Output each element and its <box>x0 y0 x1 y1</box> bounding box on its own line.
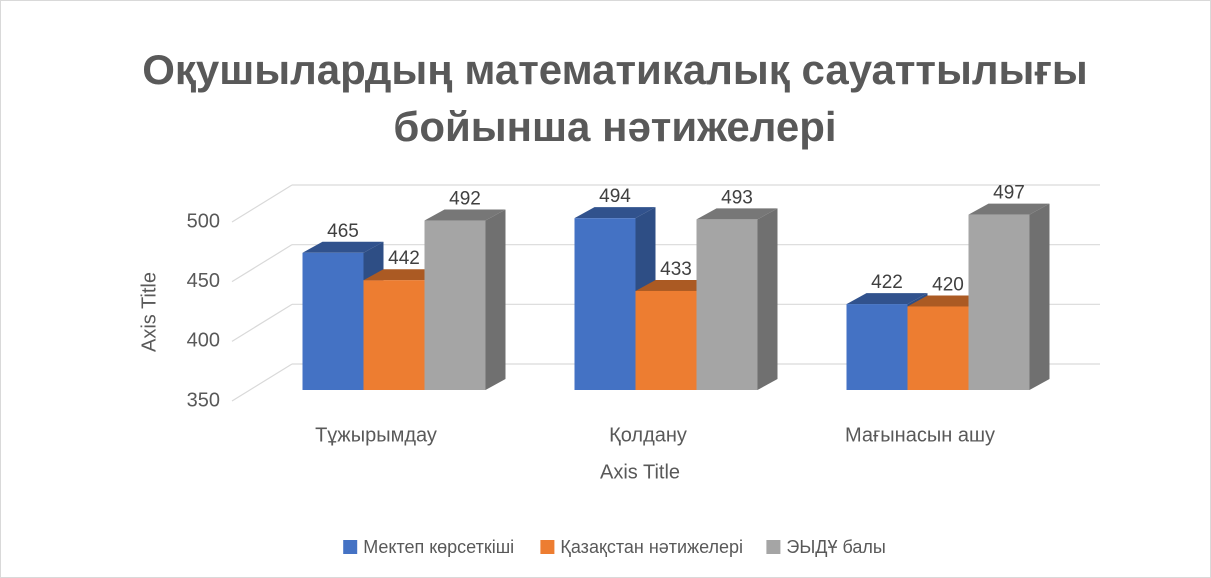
bar <box>635 290 697 390</box>
data-label: 420 <box>932 274 964 295</box>
data-label: 497 <box>993 183 1025 204</box>
y-tick-label: 500 <box>187 210 220 232</box>
grid-line <box>231 184 293 223</box>
data-label: 492 <box>449 189 481 210</box>
data-label: 442 <box>388 248 420 269</box>
bar-top <box>907 295 989 307</box>
bar-top <box>696 208 778 220</box>
bar-top <box>574 207 656 219</box>
bar <box>302 252 364 390</box>
bar-top <box>635 279 717 291</box>
bar <box>363 280 425 390</box>
bar-top <box>424 209 506 221</box>
bar <box>907 306 969 390</box>
bar-top <box>302 241 384 253</box>
grid-line <box>231 303 293 342</box>
y-axis-title: Axis Title <box>138 272 160 352</box>
legend-swatch <box>343 540 358 554</box>
bar <box>968 214 1030 390</box>
x-tick-label: Мағынасын ашу <box>845 424 995 446</box>
y-tick-label: 450 <box>187 270 220 292</box>
data-label: 493 <box>721 187 753 208</box>
bar-top <box>363 269 445 281</box>
x-tick-label: Тұжырымдау <box>315 424 437 446</box>
x-axis-title: Axis Title <box>600 461 680 483</box>
data-label: 433 <box>660 259 692 280</box>
bar <box>424 220 486 390</box>
x-tick-label: Қолдану <box>609 424 687 446</box>
bar-top <box>846 293 928 305</box>
bar-side <box>485 209 506 390</box>
bar-top <box>968 203 1050 215</box>
grid-line <box>231 363 293 402</box>
grid-line <box>231 244 293 283</box>
bar-side <box>757 208 778 390</box>
bar <box>846 304 908 390</box>
legend-swatch <box>766 540 781 554</box>
chart-title: Оқушылардың математикалық сауаттылығы <box>142 46 1088 93</box>
bar-side <box>1029 203 1050 390</box>
legend-swatch <box>540 540 555 554</box>
legend-label: Мектеп көрсеткіші <box>363 537 514 557</box>
bar <box>574 218 636 390</box>
legend-label: Қазақстан нәтижелері <box>560 537 743 557</box>
chart-title: бойынша нәтижелері <box>393 103 836 150</box>
data-label: 422 <box>871 272 903 293</box>
bar <box>696 219 758 390</box>
legend-label: ЭЫДҰ балы <box>786 537 885 557</box>
y-tick-label: 350 <box>187 389 220 411</box>
y-tick-label: 400 <box>187 330 220 352</box>
data-label: 494 <box>599 186 631 207</box>
data-label: 465 <box>327 221 359 242</box>
